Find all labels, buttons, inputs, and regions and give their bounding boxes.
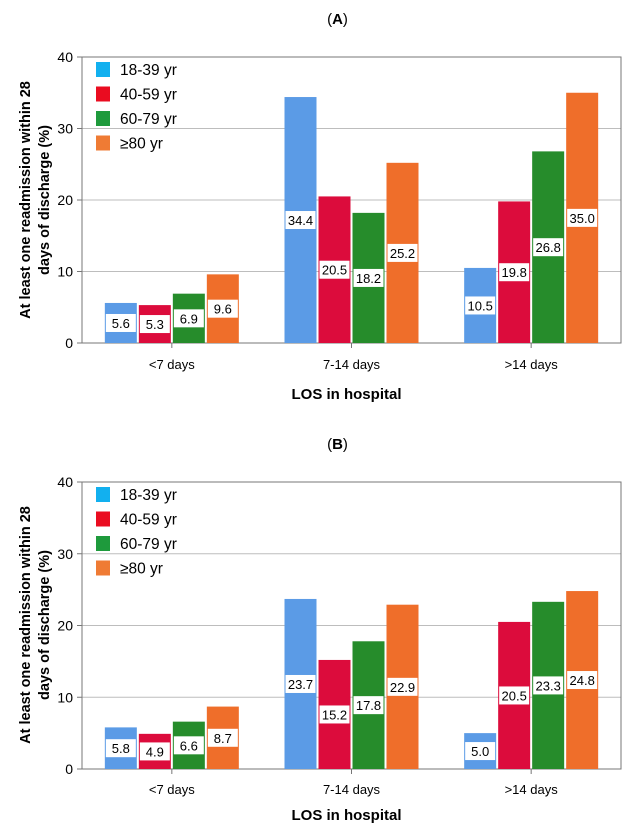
data-label-bg [353, 696, 384, 715]
y-axis-label: At least one readmission within 28 days o… [18, 81, 53, 319]
data-label-bg [465, 742, 496, 761]
data-label: 8.7 [214, 731, 232, 746]
data-label-bg [533, 676, 564, 695]
data-label: 35.0 [570, 211, 595, 226]
legend-label: 60-79 yr [120, 536, 177, 553]
y-tick-label: 30 [57, 546, 73, 562]
x-axis-label: LOS in hospital [291, 386, 401, 403]
data-label: 24.8 [570, 673, 595, 688]
data-label-bg [173, 309, 204, 328]
data-label-bg [567, 208, 598, 227]
data-label: 17.8 [356, 698, 381, 713]
x-tick-label: >14 days [505, 782, 559, 797]
data-label-bg [465, 296, 496, 315]
y-axis-label: At least one readmission within 28 days o… [18, 506, 53, 744]
data-label-bg [387, 243, 418, 262]
legend-swatch [96, 511, 110, 527]
data-label: 18.2 [356, 271, 381, 286]
data-label-bg [499, 686, 530, 705]
data-label-bg [353, 268, 384, 287]
legend-label: 40-59 yr [120, 87, 177, 104]
data-label: 19.8 [502, 265, 527, 280]
x-tick-label: <7 days [149, 782, 195, 797]
legend-label: ≥80 yr [120, 561, 163, 578]
data-label-bg [173, 736, 204, 755]
data-label-bg [285, 211, 316, 230]
panel-label: A [332, 11, 343, 28]
data-label: 25.2 [390, 246, 415, 261]
y-tick-label: 20 [57, 618, 73, 634]
legend-swatch [96, 487, 110, 502]
data-label: 34.4 [288, 213, 313, 228]
x-tick-label: 7-14 days [323, 782, 381, 797]
data-label: 5.3 [146, 317, 164, 332]
data-label: 26.8 [536, 240, 561, 255]
data-label-bg [533, 238, 564, 257]
y-tick-label: 0 [65, 335, 73, 351]
y-tick-label: 30 [57, 121, 73, 137]
y-tick-label: 0 [65, 761, 73, 777]
data-label: 4.9 [146, 744, 164, 759]
chart-panel-a: (A) 0 10 20 30 40 5.6 5.3 6.9 9.6 <7 days 34.4 20.5 1… [18, 11, 622, 403]
y-tick-label: 20 [57, 192, 73, 208]
chart-panel-b: (B) 0 10 20 30 40 5.8 4.9 6.6 8.7 <7 days 23.7 15.2 1… [18, 436, 622, 824]
panel-title: (A) [327, 11, 348, 28]
legend-label: 18-39 yr [120, 62, 177, 79]
data-label: 15.2 [322, 707, 347, 722]
legend-label: ≥80 yr [120, 136, 163, 153]
legend-swatch [96, 111, 110, 126]
y-tick-label: 10 [57, 689, 73, 705]
data-label: 22.9 [390, 680, 415, 695]
data-label: 20.5 [502, 688, 527, 703]
x-tick-label: <7 days [149, 357, 195, 372]
data-label: 20.5 [322, 263, 347, 278]
legend-label: 60-79 yr [120, 111, 177, 128]
data-label-bg [139, 742, 170, 761]
data-label: 5.8 [112, 741, 130, 756]
x-tick-label: >14 days [505, 357, 559, 372]
data-label: 6.6 [180, 738, 198, 753]
data-label-bg [285, 674, 316, 693]
x-tick-label: 7-14 days [323, 357, 381, 372]
panel-label: B [332, 436, 343, 453]
y-tick-label: 40 [57, 49, 73, 65]
panel-title: (B) [327, 436, 348, 453]
data-label: 5.6 [112, 316, 130, 331]
y-tick-label: 40 [57, 474, 73, 490]
legend-swatch [96, 560, 110, 576]
data-label-bg [207, 728, 238, 747]
legend-label: 40-59 yr [120, 512, 177, 529]
data-label: 5.0 [471, 744, 489, 759]
data-label-bg [319, 260, 350, 279]
data-label-bg [499, 263, 530, 282]
data-label-bg [105, 739, 136, 758]
legend-swatch [96, 536, 110, 551]
data-label: 23.7 [288, 677, 313, 692]
legend-swatch [96, 62, 110, 77]
data-label-bg [567, 671, 598, 690]
data-label-bg [207, 299, 238, 318]
data-label: 10.5 [468, 298, 493, 313]
data-label: 9.6 [214, 302, 232, 317]
data-label-bg [139, 315, 170, 334]
data-label: 6.9 [180, 311, 198, 326]
data-label: 23.3 [536, 678, 561, 693]
legend-swatch [96, 135, 110, 151]
x-axis-label: LOS in hospital [291, 807, 401, 824]
legend-swatch [96, 86, 110, 102]
data-label-bg [319, 705, 350, 724]
legend-label: 18-39 yr [120, 487, 177, 504]
data-label-bg [387, 677, 418, 696]
y-tick-label: 10 [57, 264, 73, 280]
data-label-bg [105, 313, 136, 332]
